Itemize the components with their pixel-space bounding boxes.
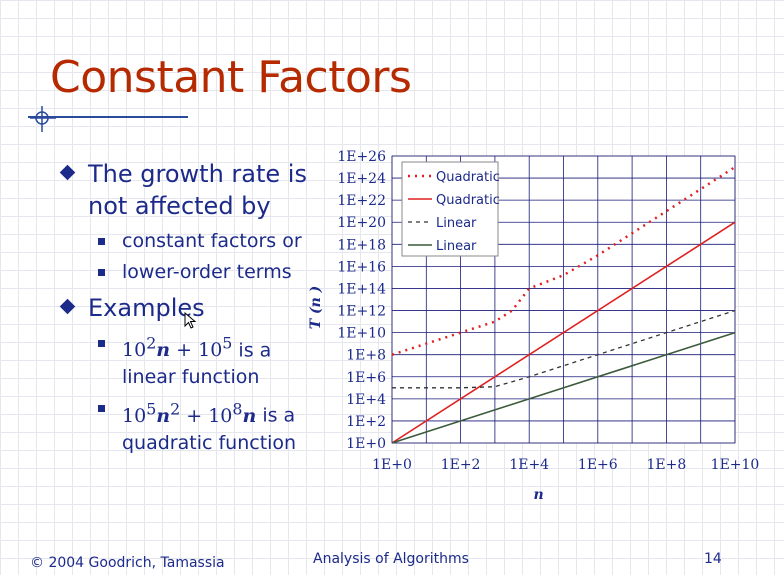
mouse-pointer-icon xyxy=(184,312,197,329)
y-tick-label: 1E+20 xyxy=(337,215,386,231)
legend-label: Quadratic xyxy=(436,193,500,208)
page-number: 14 xyxy=(704,551,722,567)
series-line-2 xyxy=(392,309,736,389)
y-tick-label: 1E+0 xyxy=(346,436,386,452)
example-linear: 102n + 105 is a linear function xyxy=(56,330,321,391)
footer-copyright: © 2004 Goodrich, Tamassia xyxy=(30,555,225,571)
x-tick-label: 1E+0 xyxy=(372,457,412,473)
title-rule xyxy=(28,116,188,118)
y-tick-label: 1E+8 xyxy=(346,348,386,364)
example-quadratic: 105n2 + 108n is a quadratic function xyxy=(56,395,321,456)
y-tick-label: 1E+26 xyxy=(337,149,386,165)
x-tick-label: 1E+6 xyxy=(578,457,618,473)
example-text: is a quadratic function xyxy=(122,404,297,454)
y-tick-label: 1E+18 xyxy=(337,237,386,253)
y-tick-label: 1E+14 xyxy=(337,281,386,297)
math-expr: 102n + 105 xyxy=(122,334,233,362)
math-expr: 105n2 + 108n xyxy=(122,399,257,427)
crosshair-icon xyxy=(30,106,56,132)
square-bullet-icon xyxy=(98,340,105,347)
sub-bullet-text: lower-order terms xyxy=(122,261,292,283)
x-axis-label: n xyxy=(534,487,544,503)
y-tick-label: 1E+12 xyxy=(337,304,386,320)
square-bullet-icon xyxy=(98,269,105,276)
square-bullet-icon xyxy=(98,238,105,245)
y-tick-label: 1E+22 xyxy=(337,193,386,209)
sub-bullet: lower-order terms xyxy=(56,259,321,286)
y-axis-label: T (n ) xyxy=(308,286,324,330)
y-tick-label: 1E+10 xyxy=(337,326,386,342)
bullet-growth-rate: The growth rate is not affected by xyxy=(56,158,321,222)
square-bullet-icon xyxy=(98,405,105,413)
bullet-text: The growth rate is not affected by xyxy=(88,160,307,220)
series-line-3 xyxy=(391,331,736,444)
example-text: is a linear function xyxy=(122,339,272,389)
legend-label: Quadratic xyxy=(436,170,500,185)
sub-bullet-text: constant factors or xyxy=(122,230,302,252)
footer-title: Analysis of Algorithms xyxy=(313,551,469,567)
y-tick-label: 1E+4 xyxy=(346,392,386,408)
diamond-bullet-icon xyxy=(59,164,76,181)
y-tick-label: 1E+6 xyxy=(346,370,386,386)
growth-chart: 1E+0 1E+2 1E+4 1E+6 1E+8 1E+10 1E+12 1E+14 1E+16… xyxy=(308,149,760,503)
legend-label: Linear xyxy=(436,239,477,254)
slide-title: Constant Factors xyxy=(50,52,412,103)
x-tick-label: 1E+4 xyxy=(509,457,549,473)
x-tick-label: 1E+2 xyxy=(441,457,481,473)
sub-bullet: constant factors or xyxy=(56,228,321,255)
y-tick-label: 1E+2 xyxy=(346,414,386,430)
y-tick-label: 1E+16 xyxy=(337,259,386,275)
bullet-list: The growth rate is not affected by const… xyxy=(56,158,321,461)
y-tick-label: 1E+24 xyxy=(337,171,386,187)
x-tick-label: 1E+10 xyxy=(711,457,760,473)
series-line-1 xyxy=(391,221,736,444)
diamond-bullet-icon xyxy=(59,298,76,315)
legend-box xyxy=(401,161,499,257)
x-tick-label: 1E+8 xyxy=(647,457,687,473)
legend-label: Linear xyxy=(436,216,477,231)
